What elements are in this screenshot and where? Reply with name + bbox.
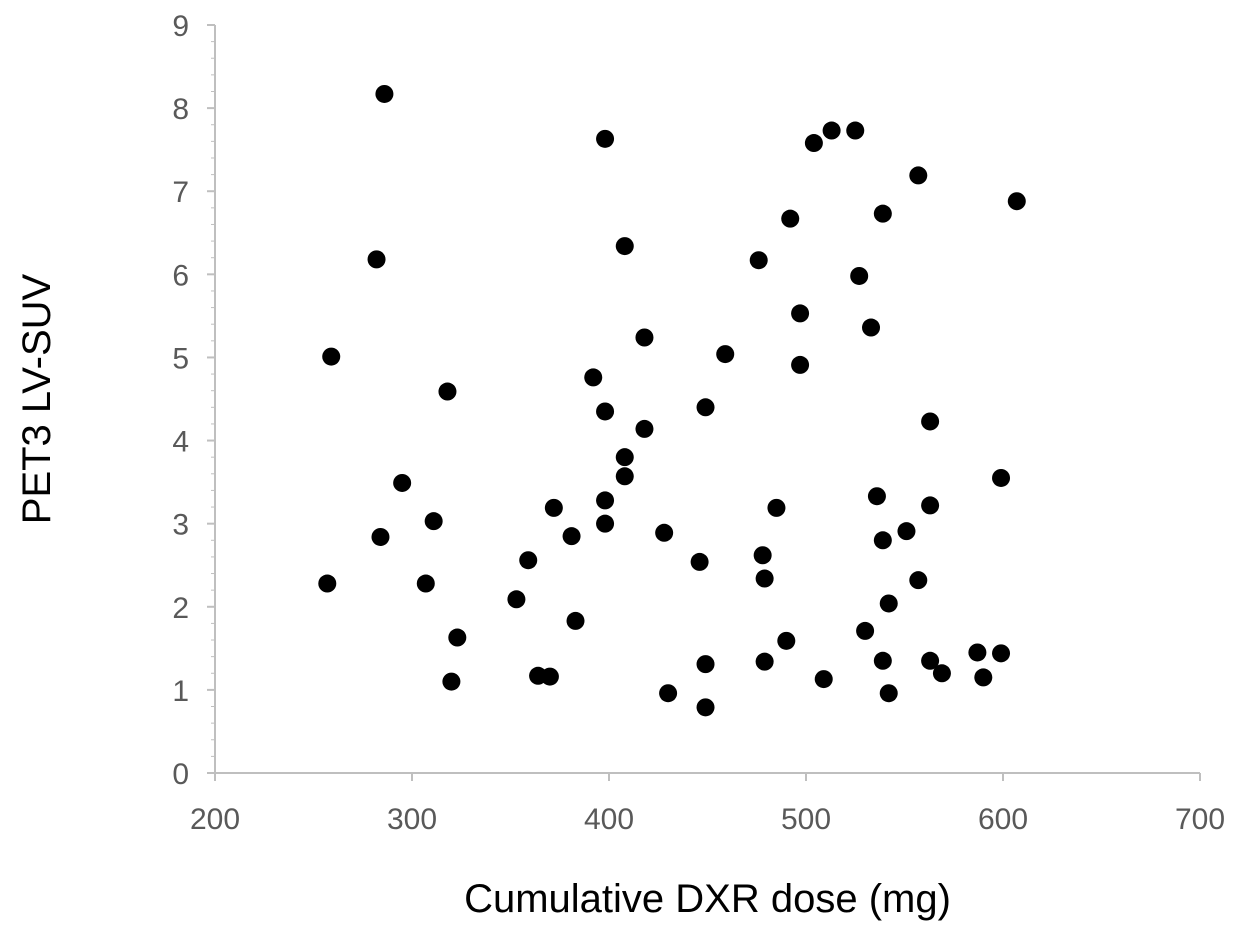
x-tick-label: 300 [387, 803, 437, 836]
data-point [909, 166, 928, 185]
data-point [566, 611, 585, 630]
data-point [696, 398, 715, 417]
data-point [755, 569, 774, 588]
data-point [696, 698, 715, 717]
data-point [596, 402, 615, 421]
x-axis-title: Cumulative DXR dose (mg) [464, 877, 951, 921]
data-point [690, 552, 709, 571]
data-point [921, 651, 940, 670]
data-point [856, 621, 875, 640]
data-point [753, 546, 772, 565]
data-point [767, 498, 786, 517]
data-point [862, 318, 881, 337]
data-point [921, 412, 940, 431]
data-point [846, 121, 865, 140]
data-point [897, 522, 916, 541]
y-tick-label: 5 [172, 342, 189, 375]
data-point [367, 250, 386, 269]
y-tick-label: 4 [172, 426, 189, 459]
data-point [519, 551, 538, 570]
data-point [615, 467, 634, 486]
data-point [635, 328, 654, 347]
data-point [749, 251, 768, 270]
y-tick-label: 6 [172, 259, 189, 292]
data-point [507, 590, 526, 609]
x-tick-label: 500 [781, 803, 831, 836]
data-point [873, 651, 892, 670]
data-point [992, 644, 1011, 663]
y-axis-title: PET3 LV-SUV [15, 273, 59, 524]
data-point [814, 670, 833, 689]
x-tick-label: 700 [1175, 803, 1225, 836]
data-point [584, 368, 603, 387]
data-point [424, 512, 443, 531]
data-point [615, 237, 634, 256]
data-point [921, 496, 940, 515]
data-point [716, 345, 735, 364]
data-point [318, 574, 337, 593]
data-points [318, 84, 1026, 717]
data-point [596, 514, 615, 533]
data-point [755, 652, 774, 671]
axes [214, 25, 1200, 774]
data-point [791, 304, 810, 323]
data-point [850, 266, 869, 285]
y-tick-label: 0 [172, 758, 189, 791]
data-point [596, 491, 615, 510]
data-point [544, 498, 563, 517]
data-point [371, 527, 390, 546]
y-tick-label: 8 [172, 93, 189, 126]
data-point [1007, 192, 1026, 211]
data-point [438, 382, 457, 401]
y-tick-label: 1 [172, 675, 189, 708]
x-axis-ticks: 200 300 400 500 600 700 [190, 773, 1225, 836]
x-tick-label: 400 [584, 803, 634, 836]
y-tick-label: 9 [172, 10, 189, 43]
data-point [562, 527, 581, 546]
data-point [416, 574, 435, 593]
y-tick-label: 3 [172, 509, 189, 542]
x-tick-label: 200 [190, 803, 240, 836]
data-point [442, 672, 461, 691]
data-point [879, 594, 898, 613]
data-point [791, 355, 810, 374]
data-point [615, 448, 634, 467]
y-tick-label: 2 [172, 592, 189, 625]
y-tick-label: 7 [172, 176, 189, 209]
data-point [448, 628, 467, 647]
data-point [393, 473, 412, 492]
data-point [375, 84, 394, 103]
y-axis-ticks: 0 1 2 3 4 5 6 7 8 9 [172, 10, 215, 791]
data-point [596, 129, 615, 148]
data-point [822, 121, 841, 140]
data-point [968, 643, 987, 662]
data-point [974, 668, 993, 687]
data-point [777, 631, 796, 650]
data-point [867, 487, 886, 506]
data-point [909, 571, 928, 590]
data-point [540, 667, 559, 686]
data-point [873, 531, 892, 550]
data-point [635, 419, 654, 438]
data-point [932, 664, 951, 683]
data-point [655, 523, 674, 542]
data-point [804, 134, 823, 153]
x-tick-label: 600 [978, 803, 1028, 836]
data-point [879, 684, 898, 703]
data-point [696, 655, 715, 674]
data-point [992, 468, 1011, 487]
data-point [781, 209, 800, 228]
data-point [322, 347, 341, 366]
data-point [659, 684, 678, 703]
data-point [873, 204, 892, 223]
